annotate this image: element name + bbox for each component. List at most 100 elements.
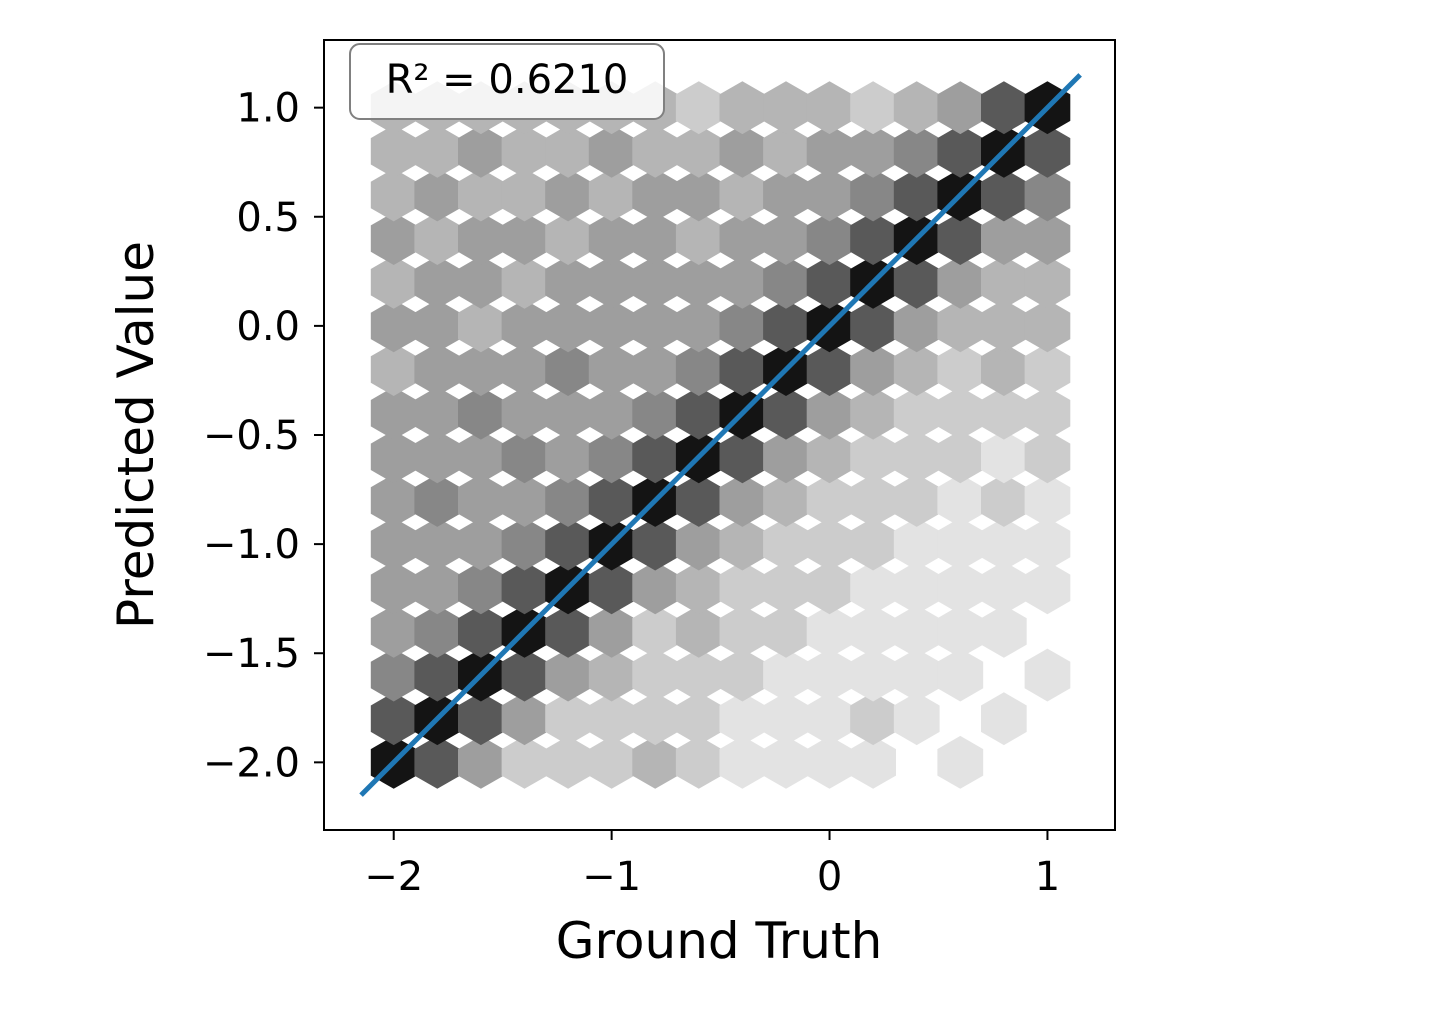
hex-cell bbox=[632, 517, 679, 571]
hex-cell bbox=[370, 605, 417, 658]
hex-cell bbox=[981, 212, 1027, 265]
y-tick-label: 0.5 bbox=[236, 195, 300, 241]
hex-cell bbox=[501, 255, 548, 309]
hex-cell bbox=[458, 299, 504, 353]
hex-cell bbox=[893, 517, 940, 571]
hex-cell bbox=[501, 561, 548, 615]
hex-cell bbox=[1024, 386, 1071, 440]
hex-cell bbox=[850, 386, 896, 440]
hex-cell bbox=[981, 474, 1027, 527]
hex-cell bbox=[414, 430, 461, 484]
hex-cell bbox=[588, 474, 635, 527]
hex-cell bbox=[1024, 648, 1071, 702]
hex-cell bbox=[937, 561, 984, 615]
hex-cell bbox=[937, 474, 984, 527]
hex-cell bbox=[893, 692, 940, 746]
hex-cell bbox=[1024, 299, 1071, 353]
hex-cell bbox=[414, 255, 461, 309]
hex-cell bbox=[675, 386, 722, 440]
fit-lines bbox=[359, 73, 1082, 797]
hex-cell bbox=[370, 517, 417, 571]
hex-cell bbox=[763, 255, 809, 309]
hex-cell bbox=[501, 692, 548, 746]
hex-cell bbox=[588, 299, 635, 353]
hex-cell bbox=[675, 255, 722, 309]
hex-cell bbox=[458, 386, 504, 440]
hex-cell bbox=[719, 343, 766, 396]
hex-cell bbox=[370, 343, 417, 396]
y-tick-label: −0.5 bbox=[203, 413, 300, 459]
x-tick-label: −2 bbox=[364, 854, 423, 900]
hex-cell bbox=[763, 124, 809, 178]
hex-cell bbox=[850, 692, 896, 746]
hex-cell bbox=[370, 474, 417, 527]
hex-cell bbox=[675, 168, 722, 222]
hex-cell bbox=[501, 517, 548, 571]
hex-cell bbox=[458, 692, 504, 746]
hex-cell bbox=[719, 605, 766, 658]
hex-cell bbox=[588, 430, 635, 484]
hex-cell bbox=[981, 299, 1027, 353]
hex-cell bbox=[458, 255, 504, 309]
hex-cell bbox=[370, 561, 417, 615]
hex-cell bbox=[458, 343, 504, 396]
hex-cell bbox=[545, 168, 591, 222]
hex-cell bbox=[981, 168, 1027, 222]
hex-cell bbox=[981, 605, 1027, 658]
hex-cell bbox=[763, 299, 809, 353]
hex-cell bbox=[850, 561, 896, 615]
hex-cell bbox=[632, 168, 679, 222]
hex-cell bbox=[806, 386, 853, 440]
hex-cell bbox=[675, 299, 722, 353]
hex-cell bbox=[893, 299, 940, 353]
hex-cell bbox=[806, 255, 853, 309]
hex-cell bbox=[937, 81, 984, 135]
hex-cell bbox=[719, 81, 766, 135]
hex-cell bbox=[414, 561, 461, 615]
hex-cell bbox=[675, 605, 722, 658]
hex-cell bbox=[806, 430, 853, 484]
hex-cell bbox=[763, 648, 809, 702]
hex-cell bbox=[458, 168, 504, 222]
hex-cell bbox=[632, 212, 679, 265]
hex-cell bbox=[414, 517, 461, 571]
hex-cell bbox=[937, 343, 984, 396]
hex-cell bbox=[981, 343, 1027, 396]
hex-cell bbox=[632, 561, 679, 615]
hex-cell bbox=[937, 124, 984, 178]
y-tick-label: 1.0 bbox=[236, 86, 300, 132]
hex-cell bbox=[763, 168, 809, 222]
hex-cell bbox=[937, 605, 984, 658]
hex-cell bbox=[719, 648, 766, 702]
hex-cell bbox=[850, 124, 896, 178]
hex-cell bbox=[937, 255, 984, 309]
hex-cell bbox=[806, 474, 853, 527]
hex-cell bbox=[545, 692, 591, 746]
hex-cell bbox=[545, 255, 591, 309]
hex-cell bbox=[414, 474, 461, 527]
hex-cell bbox=[937, 299, 984, 353]
hex-cell bbox=[719, 474, 766, 527]
hex-cell bbox=[501, 168, 548, 222]
hex-cell bbox=[1024, 561, 1071, 615]
hex-cell bbox=[370, 299, 417, 353]
hex-cell bbox=[763, 474, 809, 527]
hex-cell bbox=[632, 735, 679, 789]
x-tick-label: −1 bbox=[582, 854, 641, 900]
hex-cell bbox=[1024, 255, 1071, 309]
hex-cell bbox=[806, 561, 853, 615]
x-axis-label: Ground Truth bbox=[556, 912, 883, 970]
hex-cell bbox=[763, 517, 809, 571]
hex-cell bbox=[850, 735, 896, 789]
hex-cell bbox=[981, 692, 1027, 746]
hex-cell bbox=[675, 517, 722, 571]
hex-cell bbox=[588, 648, 635, 702]
hex-cell bbox=[719, 124, 766, 178]
y-tick-label: −1.0 bbox=[203, 522, 300, 568]
hex-cell bbox=[1024, 343, 1071, 396]
hex-cell bbox=[719, 430, 766, 484]
hex-cell bbox=[893, 343, 940, 396]
hex-cell bbox=[501, 474, 548, 527]
hex-cell bbox=[850, 474, 896, 527]
hex-cell bbox=[458, 517, 504, 571]
